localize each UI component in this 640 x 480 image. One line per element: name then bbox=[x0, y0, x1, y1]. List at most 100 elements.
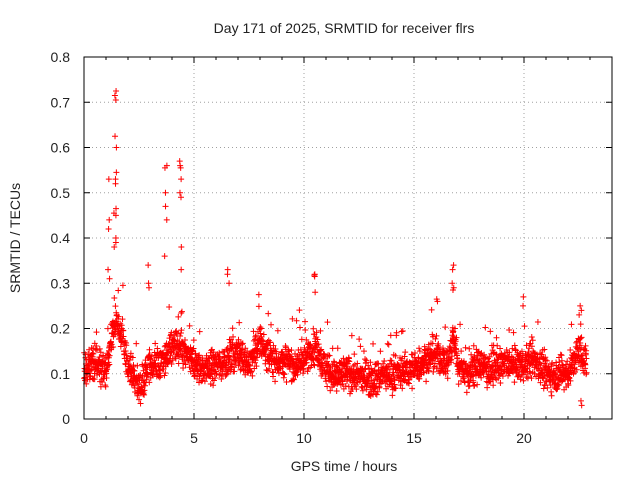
data-point bbox=[91, 376, 98, 383]
data-point bbox=[470, 377, 477, 384]
data-point bbox=[152, 340, 159, 347]
data-point bbox=[251, 353, 258, 360]
data-point bbox=[470, 342, 477, 349]
data-point bbox=[365, 362, 372, 369]
data-point bbox=[474, 381, 481, 388]
data-point bbox=[310, 325, 317, 332]
data-point bbox=[113, 205, 120, 212]
data-point bbox=[129, 354, 136, 361]
data-point bbox=[506, 349, 513, 356]
data-point bbox=[163, 216, 170, 223]
data-point bbox=[293, 317, 300, 324]
data-point bbox=[272, 378, 279, 385]
data-point bbox=[133, 340, 140, 347]
data-point bbox=[294, 371, 301, 378]
data-point bbox=[511, 379, 518, 386]
data-point bbox=[249, 372, 256, 379]
data-point bbox=[303, 336, 310, 343]
data-point bbox=[105, 266, 112, 273]
data-point bbox=[315, 341, 322, 348]
data-point bbox=[119, 282, 126, 289]
data-point bbox=[312, 289, 319, 296]
data-point bbox=[363, 357, 370, 364]
data-point bbox=[432, 335, 439, 342]
data-point bbox=[177, 333, 184, 340]
data-point bbox=[300, 366, 307, 373]
data-point bbox=[583, 347, 590, 354]
data-point bbox=[177, 345, 184, 352]
data-point bbox=[339, 380, 346, 387]
data-point bbox=[147, 374, 154, 381]
data-series bbox=[81, 87, 590, 409]
data-point bbox=[146, 379, 153, 386]
data-point bbox=[363, 386, 370, 393]
data-point bbox=[231, 368, 238, 375]
data-point bbox=[266, 365, 273, 372]
data-point bbox=[490, 382, 497, 389]
y-tick-label: 0.6 bbox=[51, 140, 71, 156]
data-point bbox=[392, 352, 399, 359]
data-point bbox=[123, 342, 130, 349]
data-point bbox=[529, 337, 536, 344]
data-point bbox=[247, 368, 254, 375]
data-point bbox=[381, 358, 388, 365]
data-point bbox=[281, 371, 288, 378]
data-point bbox=[208, 371, 215, 378]
data-point bbox=[402, 349, 409, 356]
data-point bbox=[182, 361, 189, 368]
data-point bbox=[548, 392, 555, 399]
data-point bbox=[520, 377, 527, 384]
x-tick-label: 10 bbox=[296, 430, 312, 446]
data-point bbox=[314, 344, 321, 351]
data-point bbox=[423, 364, 430, 371]
data-point bbox=[431, 360, 438, 367]
data-point bbox=[283, 378, 290, 385]
data-point bbox=[556, 359, 563, 366]
x-tick-label: 5 bbox=[190, 430, 198, 446]
data-point bbox=[286, 366, 293, 373]
data-point bbox=[373, 383, 380, 390]
data-point bbox=[323, 378, 330, 385]
data-point bbox=[260, 331, 267, 338]
data-point bbox=[490, 350, 497, 357]
y-tick-label: 0.1 bbox=[51, 366, 71, 382]
data-point bbox=[181, 336, 188, 343]
data-point bbox=[449, 287, 456, 294]
data-point bbox=[578, 334, 585, 341]
data-point bbox=[142, 382, 149, 389]
data-point bbox=[196, 373, 203, 380]
data-point bbox=[175, 313, 182, 320]
data-point bbox=[117, 320, 124, 327]
data-point bbox=[494, 342, 501, 349]
data-point bbox=[252, 332, 259, 339]
data-point bbox=[528, 375, 535, 382]
data-point bbox=[247, 362, 254, 369]
data-point bbox=[106, 216, 113, 223]
data-point bbox=[377, 348, 384, 355]
data-point bbox=[113, 169, 120, 176]
data-point bbox=[177, 164, 184, 171]
y-tick-label: 0 bbox=[62, 411, 70, 427]
data-point bbox=[541, 346, 548, 353]
data-point bbox=[384, 340, 391, 347]
data-point bbox=[565, 382, 572, 389]
data-point bbox=[162, 203, 169, 210]
data-point bbox=[367, 359, 374, 366]
data-point bbox=[238, 347, 245, 354]
data-point bbox=[538, 351, 545, 358]
data-point bbox=[112, 239, 119, 246]
data-point bbox=[252, 333, 259, 340]
data-point bbox=[455, 381, 462, 388]
data-point bbox=[495, 375, 502, 382]
data-point bbox=[166, 341, 173, 348]
data-point bbox=[489, 366, 496, 373]
data-point bbox=[146, 284, 153, 291]
data-point bbox=[458, 348, 465, 355]
data-point bbox=[520, 302, 527, 309]
data-point bbox=[484, 361, 491, 368]
data-point bbox=[416, 348, 423, 355]
data-point bbox=[471, 382, 478, 389]
data-point bbox=[409, 385, 416, 392]
y-tick-label: 0.8 bbox=[51, 49, 71, 65]
data-point bbox=[555, 382, 562, 389]
